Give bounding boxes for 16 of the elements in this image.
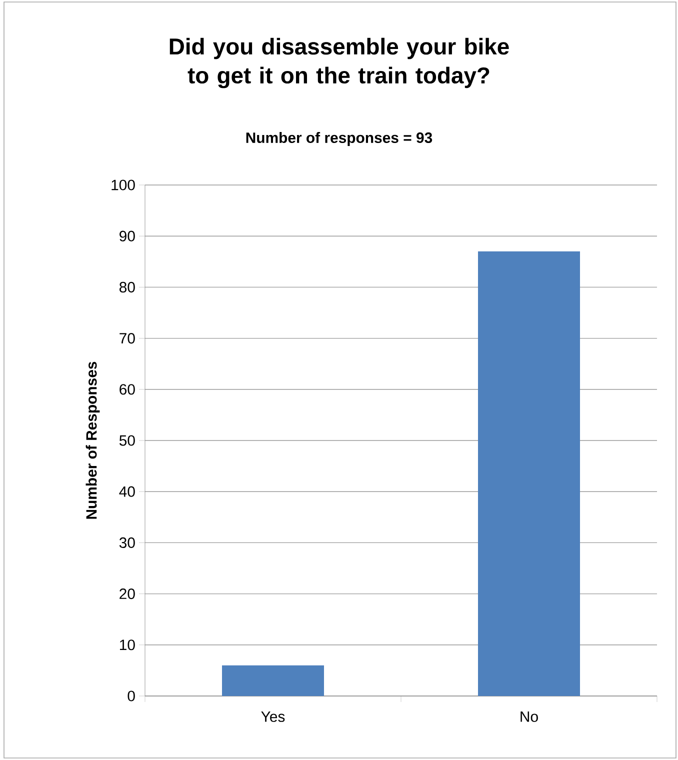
y-axis-title: Number of Responses bbox=[86, 362, 100, 519]
y-tick-label: 80 bbox=[120, 282, 135, 292]
y-tick-label: 0 bbox=[128, 690, 135, 702]
y-tick-label: 60 bbox=[120, 384, 135, 395]
y-tick-label: 100 bbox=[112, 180, 135, 190]
y-tick-label: 20 bbox=[120, 588, 135, 600]
y-tick-label: 50 bbox=[119, 435, 135, 446]
y-tick-label: 90 bbox=[120, 230, 135, 242]
chart-subtitle: Number of responses = 93 bbox=[246, 132, 432, 146]
chart-title: Did you disassemble your bike to get it on the train today? bbox=[170, 38, 509, 88]
y-tick-label: 30 bbox=[119, 537, 135, 548]
y-tick-label: 70 bbox=[120, 333, 135, 344]
y-tick-label: 10 bbox=[120, 640, 135, 650]
x-tick-label: Yes bbox=[261, 712, 285, 722]
y-tick-label: 40 bbox=[119, 486, 135, 497]
x-tick-label: No bbox=[520, 712, 538, 722]
